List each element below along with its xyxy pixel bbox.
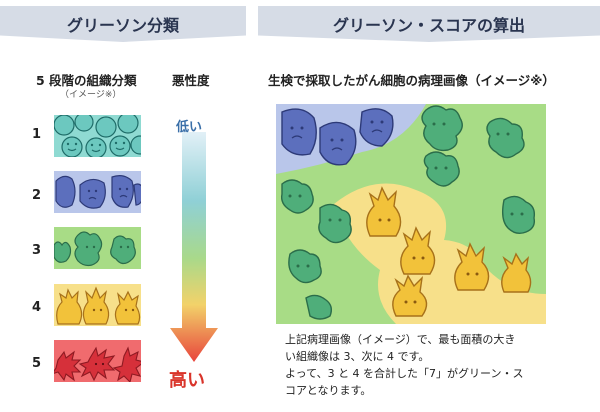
grade-strip-1 [54, 115, 141, 157]
right-banner: グリーソン・スコアの算出 [258, 6, 600, 42]
left-banner-title: グリーソン分類 [66, 16, 179, 35]
grades-heading: 5 段階の組織分類 [36, 73, 137, 88]
grade-5-cells-illustration [54, 346, 141, 382]
severity-heading: 悪性度 [172, 73, 210, 88]
grade-4-cells-illustration [56, 286, 141, 325]
grade-number-1: 1 [32, 127, 42, 142]
grade-strip-2 [54, 171, 141, 213]
left-banner: グリーソン分類 [0, 6, 246, 42]
description-line: よって、3 と 4 を合計した「7」がグリーン・ス [285, 367, 524, 380]
pathology-image-heading: 生検で採取したがん細胞の病理画像（イメージ※） [268, 73, 555, 88]
pathology-image [276, 104, 546, 324]
grade-number-5: 5 [32, 356, 42, 371]
grade-strip-5 [54, 340, 141, 382]
grade-number-2: 2 [32, 188, 42, 203]
grade-number-3: 3 [32, 243, 42, 258]
grade-3-cells-illustration [54, 231, 136, 267]
severity-gradient-arrow [170, 132, 218, 362]
grade-number-4: 4 [32, 300, 42, 315]
pathology-illustration [276, 104, 546, 324]
severity-arrow [168, 132, 220, 364]
description-line: い組織像は 3、次に 4 です。 [285, 350, 430, 363]
grade-strip-4 [54, 284, 141, 326]
grade-2-cells-illustration [55, 175, 141, 209]
grade-strip-3 [54, 227, 141, 269]
description-line: 上記病理画像（イメージ）で、最も面積の大き [285, 333, 516, 346]
right-banner-title: グリーソン・スコアの算出 [332, 16, 525, 35]
grade-1-cells-illustration [54, 115, 141, 157]
description-line: コアとなります。 [285, 384, 372, 397]
severity-low-label: 低い [176, 120, 203, 135]
severity-high-label: 高い [169, 370, 205, 391]
grades-subheading: （イメージ※） [60, 90, 122, 100]
score-description: 上記病理画像（イメージ）で、最も面積の大き い組織像は 3、次に 4 です。 よ… [285, 331, 575, 399]
